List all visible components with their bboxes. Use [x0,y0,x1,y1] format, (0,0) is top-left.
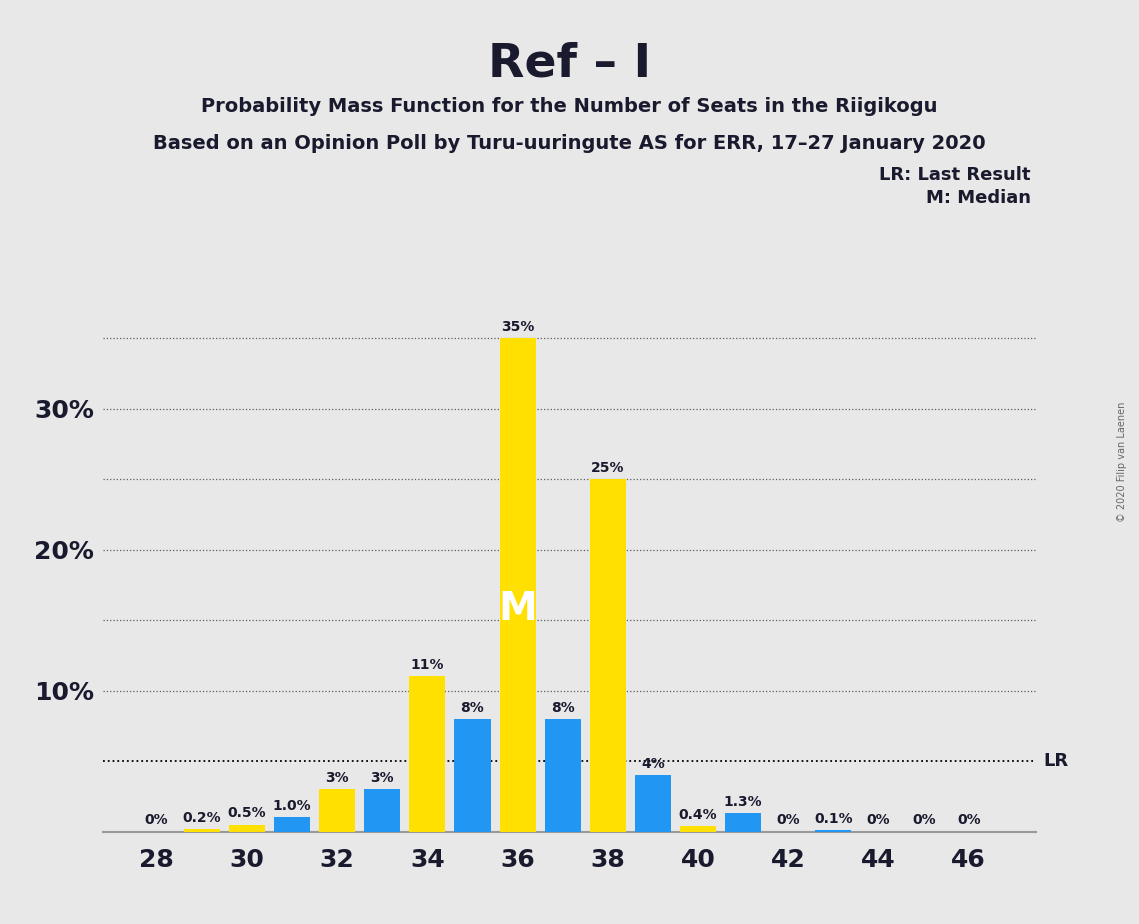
Text: 0%: 0% [777,813,800,827]
Text: Probability Mass Function for the Number of Seats in the Riigikogu: Probability Mass Function for the Number… [202,97,937,116]
Text: 11%: 11% [411,658,444,673]
Text: 8%: 8% [551,700,574,714]
Text: 25%: 25% [591,461,624,475]
Text: 0.1%: 0.1% [814,812,853,826]
Text: 8%: 8% [460,700,484,714]
Bar [816,830,852,832]
Bar [319,789,355,832]
Bar [229,824,265,832]
Text: Ref – I: Ref – I [487,42,652,87]
Text: 1.0%: 1.0% [272,799,311,813]
Bar [726,813,761,832]
Text: 3%: 3% [326,771,349,785]
Bar [590,479,626,832]
Text: LR: Last Result: LR: Last Result [879,166,1031,184]
Text: 0%: 0% [912,813,935,827]
Text: 0%: 0% [957,813,981,827]
Bar [183,829,220,832]
Text: Based on an Opinion Poll by Turu-uuringute AS for ERR, 17–27 January 2020: Based on an Opinion Poll by Turu-uuringu… [153,134,986,153]
Bar [454,719,491,832]
Text: 1.3%: 1.3% [724,795,762,809]
Text: 0%: 0% [145,813,169,827]
Text: 0.5%: 0.5% [228,807,267,821]
Text: © 2020 Filip van Laenen: © 2020 Filip van Laenen [1117,402,1126,522]
Text: M: Median: M: Median [926,189,1031,207]
Text: M: M [498,590,536,628]
Text: 0.4%: 0.4% [679,808,718,821]
Text: 3%: 3% [370,771,394,785]
Bar [544,719,581,832]
Bar [409,676,445,832]
Bar [500,338,535,832]
Text: 0.2%: 0.2% [182,810,221,824]
Text: 35%: 35% [501,320,534,334]
Text: LR: LR [1043,752,1068,770]
Text: 4%: 4% [641,757,665,771]
Bar [680,826,716,832]
Bar [274,818,310,832]
Bar [364,789,400,832]
Bar [634,775,671,832]
Text: 0%: 0% [867,813,891,827]
